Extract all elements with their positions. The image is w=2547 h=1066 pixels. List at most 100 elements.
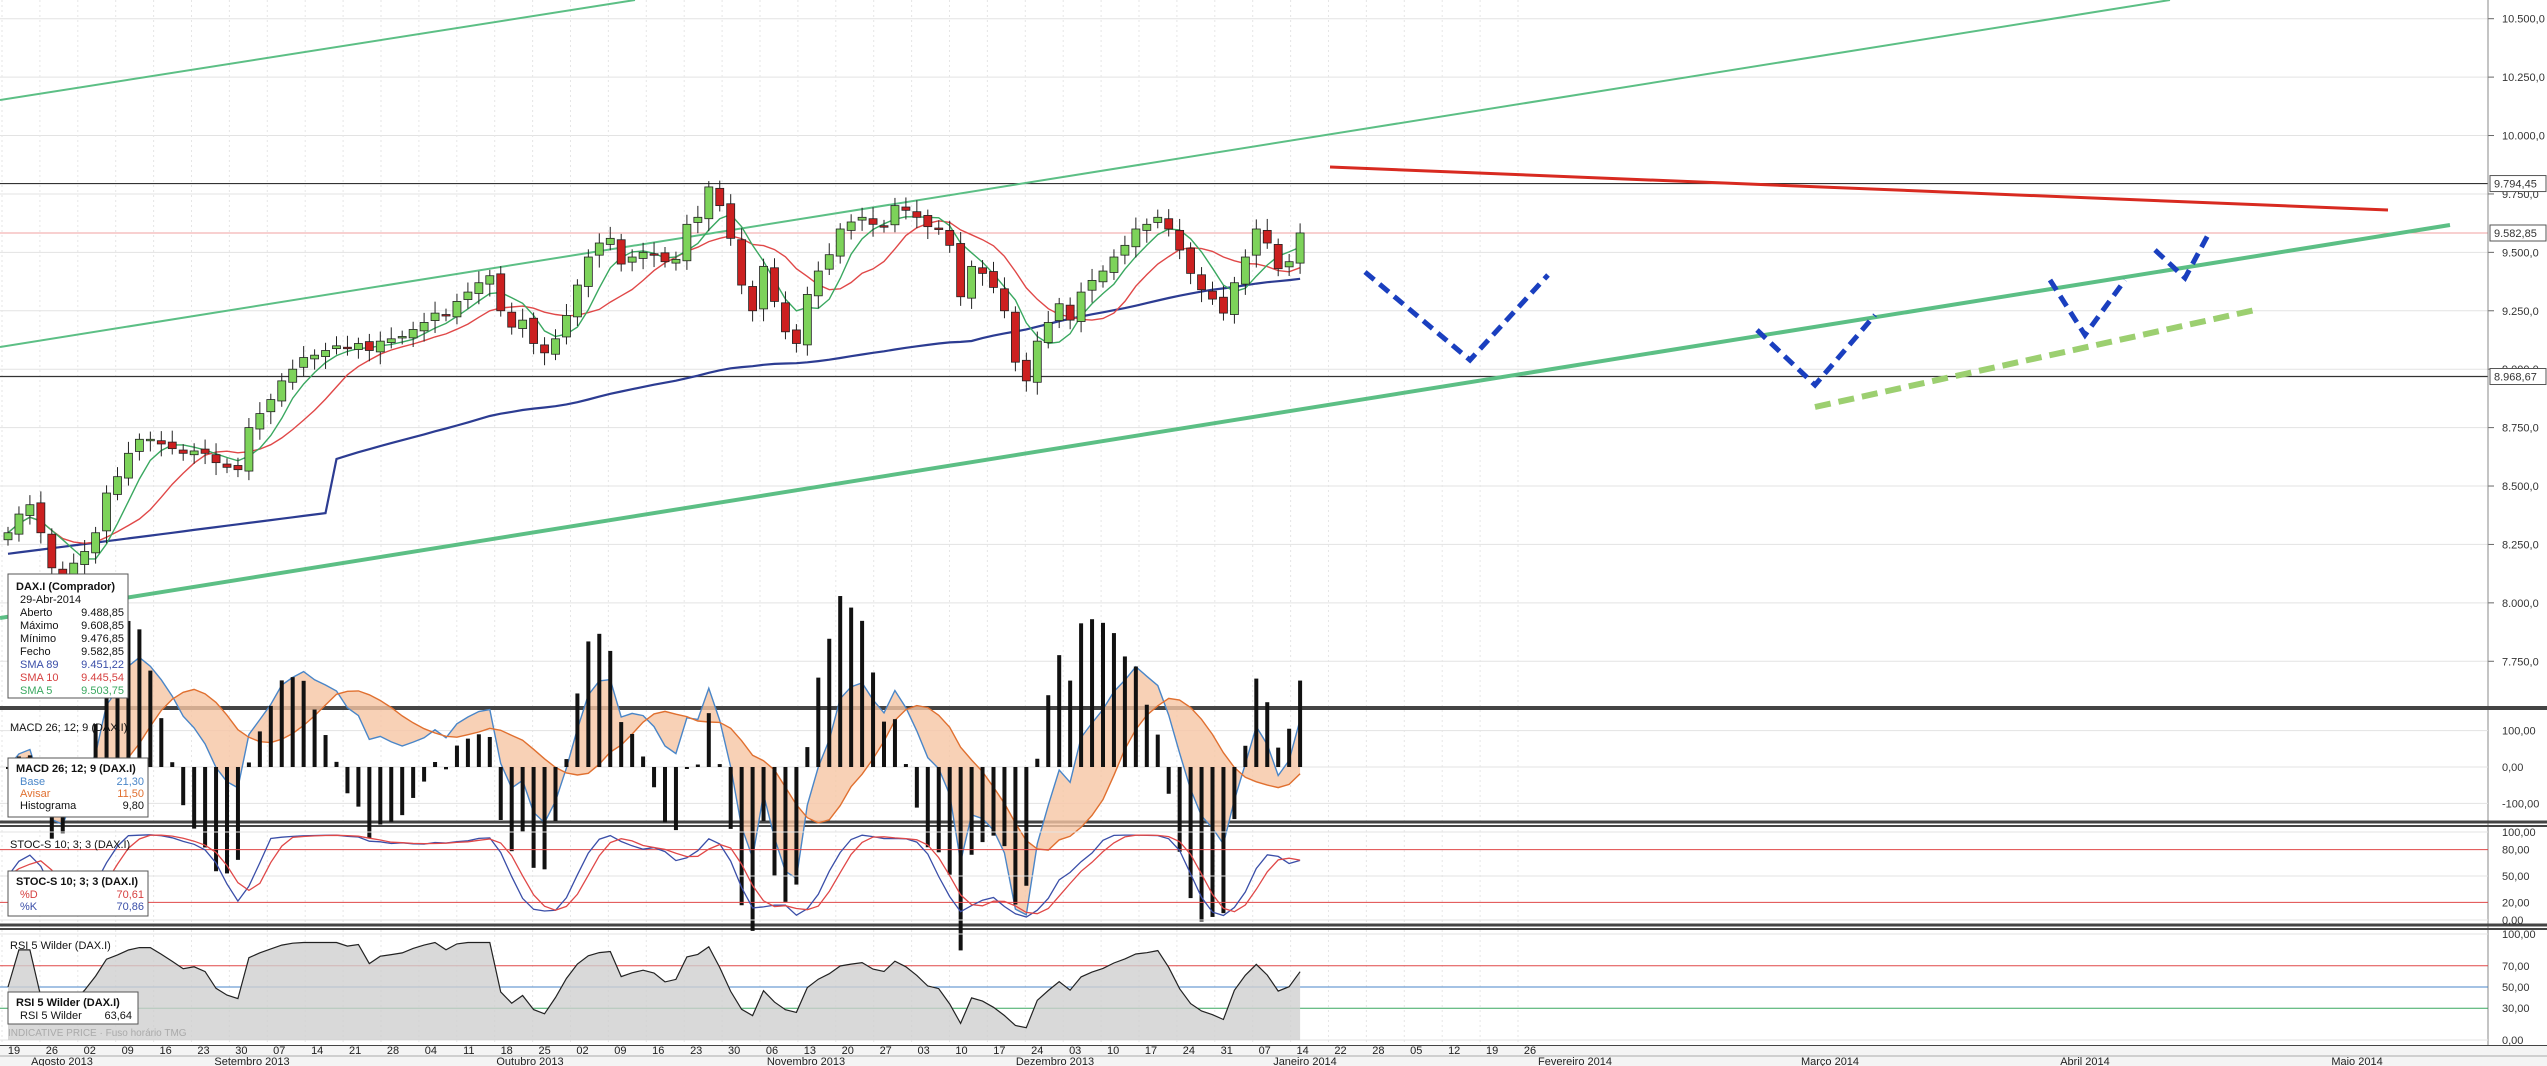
macd-histogram-bar bbox=[1013, 767, 1018, 905]
x-axis-month-label: Setembro 2013 bbox=[214, 1056, 289, 1066]
candle-down bbox=[1219, 296, 1228, 314]
candle-up bbox=[802, 294, 812, 346]
candle-down bbox=[945, 229, 955, 246]
macd-info-value: 21,30 bbox=[116, 776, 144, 788]
price-marker-label: 9.794,45 bbox=[2494, 179, 2537, 191]
candle-down bbox=[934, 227, 944, 230]
macd-histogram-bar bbox=[542, 767, 547, 870]
macd-histogram-bar bbox=[1166, 767, 1171, 794]
x-axis-day-label: 04 bbox=[425, 1045, 437, 1057]
macd-histogram-bar bbox=[761, 767, 766, 821]
macd-histogram-bar bbox=[619, 722, 624, 767]
macd-histogram-bar bbox=[148, 670, 153, 767]
price-info-key: Máximo bbox=[20, 620, 59, 632]
macd-info-key: Histograma bbox=[20, 800, 77, 812]
candle-up bbox=[145, 438, 155, 442]
price-axis-tick: 10.000,0 bbox=[2502, 131, 2545, 143]
price-info-box-frame bbox=[7, 573, 129, 699]
macd-histogram-bar bbox=[465, 738, 470, 767]
candle-down bbox=[616, 239, 626, 265]
x-axis-day-label: 30 bbox=[728, 1045, 740, 1057]
candle-up bbox=[375, 340, 385, 353]
candle-up bbox=[80, 551, 90, 565]
candle-up bbox=[562, 315, 571, 338]
macd-histogram-bar bbox=[1210, 767, 1215, 917]
x-axis-day-label: 16 bbox=[652, 1045, 664, 1057]
candle-down bbox=[1273, 244, 1283, 270]
macd-header[interactable]: MACD 26; 12; 9 (DAX.I) bbox=[10, 722, 127, 734]
macd-histogram-bar bbox=[411, 767, 416, 798]
macd-histogram-bar bbox=[235, 767, 240, 860]
macd-axis-tick: 0,00 bbox=[2502, 762, 2523, 774]
x-axis-day-label: 16 bbox=[159, 1045, 171, 1057]
price-info-title: DAX.I (Comprador) bbox=[16, 581, 115, 593]
head-shoulders-pattern bbox=[1755, 313, 1877, 389]
candle-up bbox=[627, 256, 637, 263]
candle-up bbox=[332, 345, 341, 350]
x-axis-day-label: 02 bbox=[84, 1045, 96, 1057]
candle-down bbox=[1175, 229, 1185, 251]
x-axis-day-label: 30 bbox=[235, 1045, 247, 1057]
x-axis-day-label: 23 bbox=[197, 1045, 209, 1057]
macd-histogram-bar bbox=[476, 734, 481, 767]
price-axis-tick: 8.500,0 bbox=[2502, 481, 2539, 493]
macd-histogram-bar bbox=[378, 767, 383, 825]
price-marker-box bbox=[2489, 224, 2547, 242]
candle-up bbox=[704, 186, 714, 220]
x-axis-month-label: Novembro 2013 bbox=[767, 1056, 845, 1066]
x-axis-month-label: Abril 2014 bbox=[2060, 1056, 2110, 1066]
candle-up bbox=[1131, 228, 1141, 248]
candle-down bbox=[792, 329, 801, 344]
stoch-header[interactable]: STOC-S 10; 3; 3 (DAX.I) bbox=[10, 839, 130, 851]
candle-up bbox=[835, 228, 845, 257]
macd-info-value: 11,50 bbox=[117, 788, 144, 800]
macd-histogram-bar bbox=[925, 767, 930, 848]
macd-histogram-bar bbox=[882, 721, 886, 767]
x-axis-month-label: Março 2014 bbox=[1801, 1056, 1859, 1066]
x-axis-day-label: 10 bbox=[955, 1045, 967, 1057]
macd-histogram-bar bbox=[137, 629, 142, 767]
candle-up bbox=[573, 284, 582, 318]
macd-histogram-bar bbox=[663, 767, 667, 823]
candle-down bbox=[1065, 304, 1075, 321]
candle-down bbox=[1000, 288, 1009, 312]
macd-histogram-bar bbox=[1265, 702, 1270, 767]
price-axis-tick: 9.250,0 bbox=[2502, 306, 2539, 318]
macd-histogram-bar bbox=[717, 764, 722, 767]
candle-down bbox=[978, 267, 987, 274]
x-axis-day-label: 17 bbox=[993, 1045, 1005, 1057]
macd-histogram-bar bbox=[279, 680, 284, 767]
rsi-info-value: 63,64 bbox=[104, 1010, 132, 1022]
rsi-pane[interactable]: 100,00 70,00 50,00 30,00 0,00 bbox=[0, 929, 2536, 1047]
x-axis-month-label: Agosto 2013 bbox=[31, 1056, 93, 1066]
macd-histogram-bar bbox=[805, 747, 810, 767]
macd-histogram-bar bbox=[1068, 680, 1073, 767]
macd-histogram-bar bbox=[192, 767, 197, 829]
candle-down bbox=[1021, 359, 1031, 382]
candle-up bbox=[583, 256, 593, 287]
rsi-line bbox=[7, 941, 1301, 1029]
candle-up bbox=[430, 312, 440, 321]
price-info-key: SMA 10 bbox=[20, 672, 59, 684]
x-axis-day-label: 28 bbox=[387, 1045, 399, 1057]
macd-axis-tick: -100,00 bbox=[2502, 798, 2539, 810]
rsi-header[interactable]: RSI 5 Wilder (DAX.I) bbox=[10, 940, 111, 952]
x-axis-month-label: Dezembro 2013 bbox=[1016, 1056, 1094, 1066]
stoch-d-line bbox=[7, 834, 1301, 915]
macd-pane[interactable]: 100,00 0,00 -100,00 bbox=[0, 596, 2539, 951]
candle-down bbox=[715, 187, 725, 207]
macd-info-value: 9,80 bbox=[123, 800, 144, 812]
macd-histogram-bar bbox=[433, 761, 438, 767]
candle-down bbox=[167, 441, 177, 450]
stoch-pane[interactable]: 100,00 80,00 50,00 20,00 0,00 bbox=[0, 827, 2536, 927]
candle-up bbox=[846, 221, 856, 231]
macd-info-key: Avisar bbox=[20, 788, 51, 800]
macd-histogram-bar bbox=[827, 638, 832, 767]
macd-histogram-bar bbox=[531, 767, 536, 868]
macd-histogram-bar bbox=[575, 693, 580, 767]
macd-histogram-bar bbox=[695, 764, 700, 767]
macd-info-rows: Base 21,30 Avisar 11,50 Histograma 9,80 bbox=[20, 776, 144, 812]
x-axis-day-label: 03 bbox=[917, 1045, 929, 1057]
rsi-info-box: RSI 5 Wilder (DAX.I) RSI 5 Wilder 63,64 bbox=[7, 991, 139, 1025]
